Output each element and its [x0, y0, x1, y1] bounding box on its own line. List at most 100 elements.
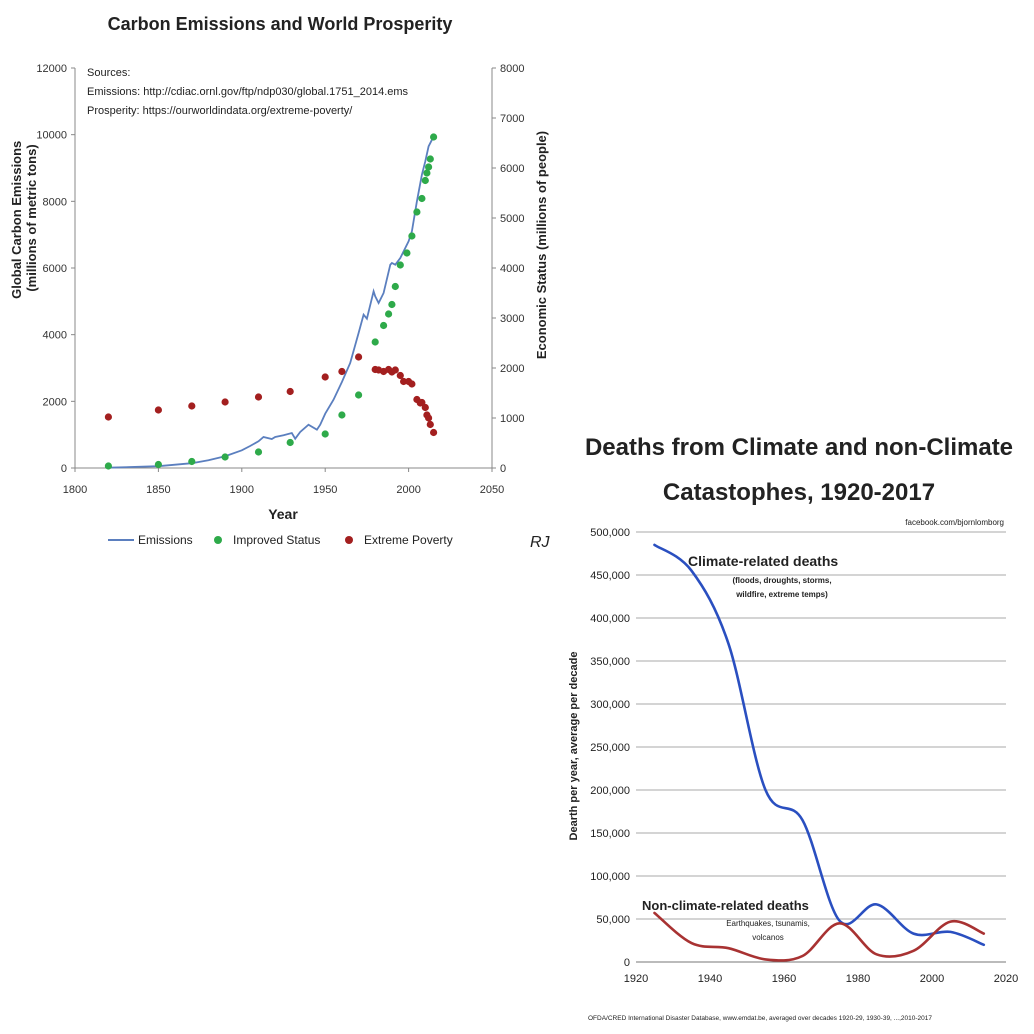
chart2-x-tick-label: 1940 — [698, 973, 722, 985]
chart1-sources-heading: Sources: — [87, 67, 130, 79]
non-climate-series-note-line2: volcanos — [752, 933, 784, 942]
emissions-line — [108, 139, 433, 469]
extreme-poverty-point — [321, 373, 329, 381]
extreme-poverty-point — [425, 414, 433, 422]
chart2-x-tick-label: 1960 — [772, 973, 796, 985]
improved-status-point — [388, 300, 396, 309]
chart1-plot-area — [104, 133, 438, 470]
improved-status-point — [423, 169, 431, 177]
chart2-y-tick-label: 250,000 — [590, 742, 630, 754]
extreme-poverty-point — [154, 406, 162, 414]
chart1-x-tick-label: 2000 — [396, 484, 420, 496]
chart1-y-tick-label: 6000 — [43, 263, 67, 275]
improved-status-point — [421, 176, 429, 185]
improved-status-point — [413, 208, 421, 216]
chart1-x-ticks: 1800 1850 1900 1950 2000 2050 — [63, 468, 504, 496]
improved-status-point — [254, 448, 263, 456]
chart2-x-tick-label: 1980 — [846, 973, 870, 985]
improved-status-point — [380, 321, 388, 330]
chart1-y2-ticks: 0 1000 2000 3000 4000 5000 6000 7000 8000 — [492, 63, 524, 475]
chart1-x-tick-label: 2050 — [480, 484, 504, 496]
chart1-y-axis-label: Global Carbon Emissions (millions of met… — [9, 137, 39, 299]
chart2-title-line1: Deaths from Climate and non-Climate — [585, 434, 1013, 461]
non-climate-deaths-line — [653, 911, 986, 962]
chart2-x-tick-label: 2020 — [994, 973, 1018, 985]
extreme-poverty-point — [421, 403, 429, 412]
legend-improved-status-label: Improved Status — [233, 533, 320, 547]
chart1-x-tick-label: 1950 — [313, 484, 337, 496]
chart2-y-tick-label: 200,000 — [590, 785, 630, 797]
improved-status-point — [321, 430, 329, 438]
chart2-plot-area — [653, 543, 986, 962]
extreme-poverty-point — [426, 420, 434, 429]
improved-status-point — [221, 453, 229, 461]
chart2-credit: facebook.com/bjornlomborg — [905, 518, 1004, 527]
improved-status-point — [426, 155, 434, 163]
chart2-y-tick-label: 350,000 — [590, 656, 630, 668]
extreme-poverty-point — [286, 387, 294, 396]
chart1-y-tick-label: 10000 — [36, 130, 67, 142]
chart2-gridlines — [636, 531, 1006, 963]
extreme-poverty-point — [408, 380, 416, 388]
chart2-y-tick-label: 100,000 — [590, 871, 630, 883]
chart1-x-tick-label: 1900 — [230, 484, 254, 496]
climate-series-note-line1: (floods, droughts, storms, — [732, 576, 831, 585]
chart2-title-line2: Catastophes, 1920-2017 — [663, 479, 935, 506]
chart1-y2-tick-label: 8000 — [500, 63, 524, 75]
improved-status-point — [286, 438, 294, 447]
extreme-poverty-point — [254, 393, 263, 401]
chart1-y-tick-label: 0 — [61, 463, 67, 475]
chart1-y2-tick-label: 5000 — [500, 213, 524, 225]
extreme-poverty-point — [221, 398, 229, 406]
chart2-y-tick-label: 450,000 — [590, 570, 630, 582]
legend-emissions-label: Emissions — [138, 533, 193, 547]
climate-series-label: Climate-related deaths — [688, 553, 838, 569]
chart1-sources: Sources: Emissions: http://cdiac.ornl.go… — [87, 67, 409, 117]
chart2-source: OFDA/CRED International Disaster Databas… — [588, 1015, 932, 1022]
chart2-x-tick-label: 2000 — [920, 973, 944, 985]
chart1-y-tick-label: 8000 — [43, 196, 67, 208]
chart1-y-tick-label: 2000 — [43, 396, 67, 408]
chart1-y2-tick-label: 2000 — [500, 363, 524, 375]
chart2-y-tick-label: 400,000 — [590, 613, 630, 625]
chart1-y-tick-label: 4000 — [43, 330, 67, 342]
carbon-prosperity-chart: Carbon Emissions and World Prosperity 0 2… — [9, 14, 549, 547]
extreme-poverty-point — [430, 428, 438, 437]
improved-status-point — [430, 133, 438, 141]
climate-deaths-line — [653, 543, 986, 947]
extreme-poverty-point — [355, 353, 363, 361]
chart2-y-ticks: 0 50,000 100,000 150,000 200,000 250,000 300,0… — [590, 527, 630, 969]
climate-deaths-chart: Deaths from Climate and non-Climate Cata… — [568, 434, 1018, 1022]
chart1-y2-tick-label: 0 — [500, 463, 506, 475]
chart2-y-tick-label: 0 — [624, 957, 630, 969]
improved-status-point — [338, 411, 346, 419]
chart1-y2-tick-label: 1000 — [500, 413, 524, 425]
extreme-poverty-point — [396, 371, 404, 380]
chart1-title: Carbon Emissions and World Prosperity — [108, 14, 453, 34]
legend-extreme-poverty-swatch — [345, 536, 353, 544]
non-climate-series-label: Non-climate-related deaths — [642, 898, 809, 913]
chart2-y-tick-label: 300,000 — [590, 699, 630, 711]
improved-status-point — [188, 457, 196, 466]
chart1-x-tick-label: 1800 — [63, 484, 87, 496]
chart1-x-axis-label: Year — [268, 506, 298, 522]
improved-status-point — [408, 232, 416, 240]
chart1-y-axis-label-line1: Global Carbon Emissions — [9, 141, 24, 299]
chart2-y-tick-label: 150,000 — [590, 828, 630, 840]
chart1-y-axis-label-line2: (millions of metric tons) — [24, 144, 39, 291]
improved-status-point — [154, 460, 162, 469]
improved-status-point — [104, 462, 112, 470]
non-climate-series-note-line1: Earthquakes, tsunamis, — [726, 919, 810, 928]
climate-series-note-line2: wildfire, extreme temps) — [735, 590, 828, 599]
extreme-poverty-point — [391, 366, 399, 374]
improved-status-point — [355, 391, 363, 399]
legend-improved-status-swatch — [214, 536, 222, 544]
improved-status-point — [425, 163, 433, 171]
chart2-y-axis-label: Dearth per year, average per decade — [568, 652, 580, 841]
legend-extreme-poverty-label: Extreme Poverty — [364, 533, 453, 547]
improved-status-point — [385, 310, 393, 318]
extreme-poverty-point — [188, 402, 196, 410]
chart1-y2-tick-label: 4000 — [500, 263, 524, 275]
chart2-y-tick-label: 500,000 — [590, 527, 630, 539]
chart1-y2-tick-label: 3000 — [500, 313, 524, 325]
